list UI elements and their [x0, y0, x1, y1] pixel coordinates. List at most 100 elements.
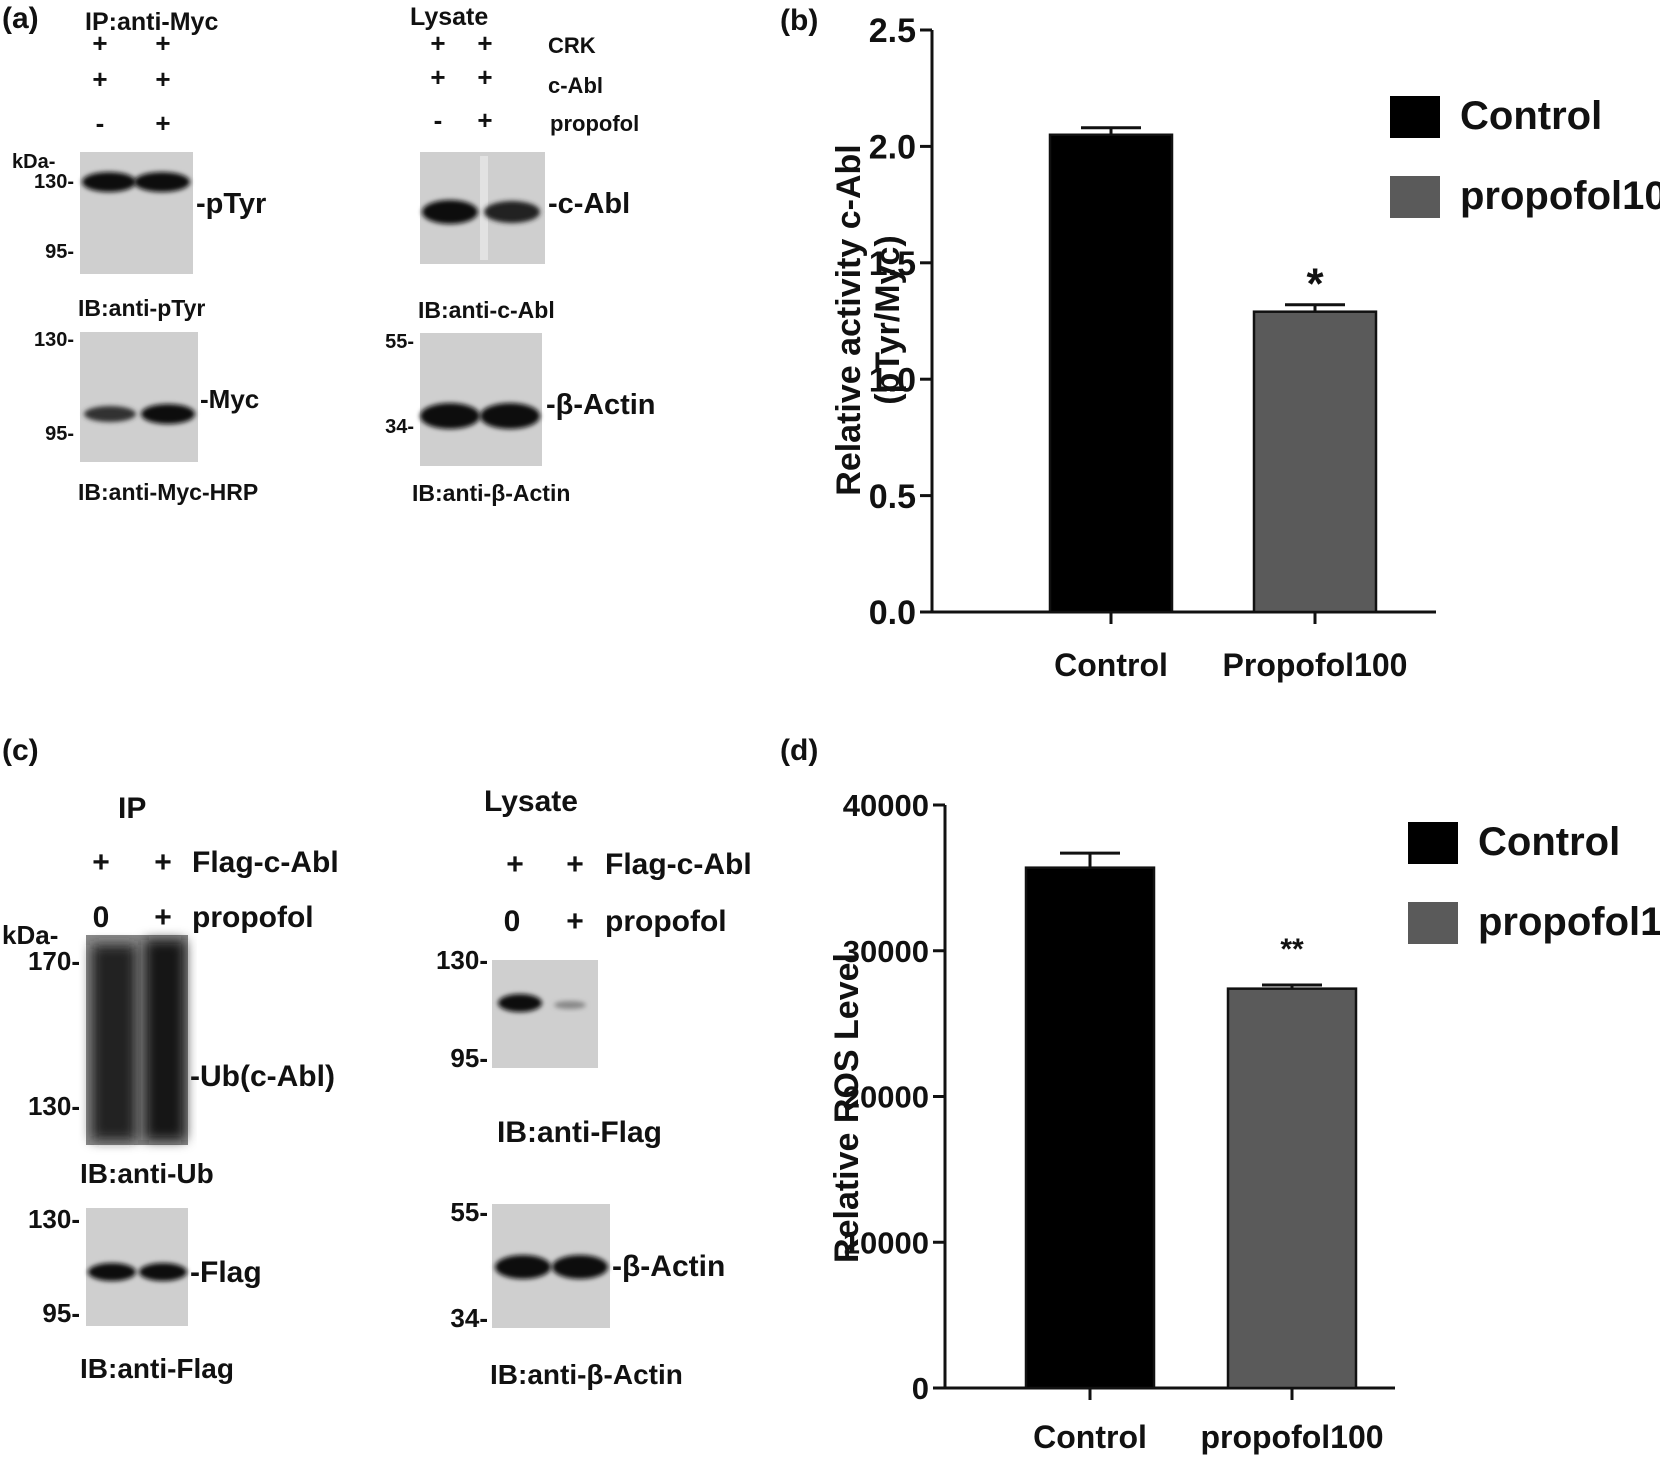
- legend-label: Control: [1478, 820, 1620, 864]
- panel-c-lysate-sign: 0: [504, 905, 521, 938]
- legend-label: propofol100: [1478, 900, 1660, 944]
- chart-d: 0 10000 20000 30000 40000 Control propofol100 *…: [828, 788, 1660, 1455]
- panel-c-band-label: -Ub(c-Abl): [190, 1060, 335, 1093]
- panel-c-ip-sign: 0: [93, 901, 110, 934]
- panel-c-marker: 95-: [450, 1043, 488, 1073]
- y-tick-label: 0.5: [869, 478, 916, 516]
- y-tick-label: 0: [912, 1371, 929, 1406]
- panel-c-band-label: -Flag: [190, 1256, 262, 1289]
- significance-mark: *: [1306, 260, 1324, 309]
- panel-c-blot-flag-lysate: [492, 960, 598, 1068]
- panel-a-ip-sign: +: [92, 28, 107, 58]
- panel-a-lysate-sign: +: [430, 62, 445, 92]
- x-tick-label: Propofol100: [1223, 647, 1408, 683]
- panel-c: (c) IP Lysate + + Flag-c-Abl 0 + propofo…: [2, 734, 752, 1390]
- panel-a-lysate-sign: +: [477, 28, 492, 58]
- bar: [1024, 866, 1156, 1390]
- legend-swatch: [1390, 96, 1440, 138]
- panel-b-letter: (b): [780, 4, 818, 37]
- panel-c-ib-label: IB:anti-β-Actin: [490, 1359, 683, 1390]
- legend-label: Control: [1460, 94, 1602, 138]
- y-axis-label-line: (pTyr/Myc): [869, 235, 907, 404]
- panel-a-lysate-sign: -: [434, 105, 443, 135]
- panel-a-ib-label: IB:anti-β-Actin: [412, 480, 570, 506]
- panel-c-ib-label: IB:anti-Flag: [80, 1353, 234, 1384]
- y-axis-label-line: Relative activity c-Abl: [830, 144, 868, 495]
- panel-a-blot-actin: [420, 333, 542, 466]
- chart-b: 0.0 0.5 1.0 1.5 2.0 2.5 Control Propofol100 * Rel…: [830, 12, 1660, 683]
- panel-a-band-label: -c-Abl: [548, 188, 630, 220]
- panel-c-marker: 95-: [42, 1298, 80, 1328]
- panel-a-band: [141, 404, 195, 424]
- panel-c-marker: 34-: [450, 1303, 488, 1333]
- bar: [1048, 133, 1174, 614]
- y-tick-label: 30000: [843, 934, 929, 969]
- panel-a-ip-sign: -: [96, 108, 105, 138]
- panel-c-ip-sign: +: [154, 846, 172, 879]
- panel-a-blot-myc: [80, 332, 198, 462]
- legend-swatch: [1390, 176, 1440, 218]
- panel-c-ip-sign: +: [92, 846, 110, 879]
- panel-a-marker: 34-: [385, 416, 414, 438]
- panel-a: (a) IP:anti-Myc Lysate + + + + - + + + +…: [2, 2, 656, 506]
- bar: [1226, 987, 1358, 1390]
- panel-a-marker: 130-: [34, 329, 74, 351]
- panel-a-marker: 95-: [45, 241, 74, 263]
- panel-c-lysate-sign: +: [566, 905, 584, 938]
- panel-c-kda-label: kDa-: [2, 920, 58, 950]
- panel-c-ib-label: IB:anti-Flag: [497, 1116, 662, 1149]
- panel-a-row-label: c-Abl: [548, 73, 603, 98]
- panel-a-lysate-header: Lysate: [410, 3, 488, 31]
- panel-a-row-label: CRK: [548, 33, 596, 58]
- panel-c-marker: 130-: [28, 1204, 80, 1234]
- panel-a-ib-label: IB:anti-pTyr: [78, 295, 205, 321]
- y-tick-label: 2.5: [869, 12, 916, 50]
- panel-c-ib-label: IB:anti-Ub: [80, 1158, 214, 1189]
- panel-c-marker: 55-: [450, 1197, 488, 1227]
- panel-c-lysate-row-label: propofol: [605, 905, 727, 938]
- panel-c-ip-header: IP: [118, 792, 146, 825]
- y-tick-label: 1.0: [869, 361, 916, 399]
- legend-swatch: [1408, 822, 1458, 864]
- panel-c-band: [554, 1001, 586, 1009]
- bar: [1252, 310, 1378, 614]
- panel-c-band: [139, 1263, 187, 1281]
- panel-a-lysate-sign: +: [430, 28, 445, 58]
- panel-c-band-label: -β-Actin: [612, 1250, 725, 1283]
- panel-c-band: [88, 1263, 136, 1281]
- panel-c-letter: (c): [2, 734, 39, 767]
- panel-c-band: [495, 1255, 551, 1279]
- x-tick-label: propofol100: [1200, 1419, 1383, 1455]
- panel-a-band: [134, 172, 190, 192]
- panel-a-row-label: propofol: [550, 111, 639, 136]
- panel-a-lysate-sign: +: [477, 105, 492, 135]
- panel-a-ip-sign: +: [155, 108, 170, 138]
- panel-a-lane-gap: [480, 156, 488, 260]
- panel-c-marker: 130-: [28, 1091, 80, 1121]
- panel-a-letter: (a): [2, 2, 39, 35]
- panel-a-ip-header: IP:anti-Myc: [85, 8, 218, 36]
- panel-a-marker: 130-: [34, 171, 74, 193]
- panel-a-band: [484, 201, 540, 223]
- panel-c-lysate-header: Lysate: [484, 785, 578, 818]
- significance-mark: **: [1280, 933, 1304, 966]
- y-tick-label: 20000: [843, 1080, 929, 1115]
- panel-a-ib-label: IB:anti-c-Abl: [418, 297, 555, 323]
- panel-b: (b) 0.0 0.5 1.0 1.5 2.0 2.5 Control Propofol100…: [780, 4, 1660, 683]
- panel-a-marker: 95-: [45, 423, 74, 445]
- panel-a-band: [82, 172, 136, 192]
- panel-c-lysate-row-label: Flag-c-Abl: [605, 848, 752, 881]
- panel-a-band: [420, 403, 480, 429]
- y-axis-label: Relative ROS Level: [828, 953, 866, 1263]
- panel-a-band: [422, 200, 478, 224]
- panel-a-band: [480, 403, 540, 429]
- y-tick-label: 40000: [843, 788, 929, 823]
- panel-c-ip-row-label: propofol: [192, 901, 314, 934]
- panel-a-blot-ptyr: [80, 152, 193, 274]
- panel-d-letter: (d): [780, 734, 818, 767]
- panel-a-ip-sign: +: [155, 28, 170, 58]
- y-tick-label: 1.5: [869, 245, 916, 283]
- panel-d: (d) 0 10000 20000 30000 40000 Control propofol…: [780, 734, 1660, 1455]
- panel-c-marker: 130-: [436, 945, 488, 975]
- panel-a-ib-label: IB:anti-Myc-HRP: [78, 479, 258, 505]
